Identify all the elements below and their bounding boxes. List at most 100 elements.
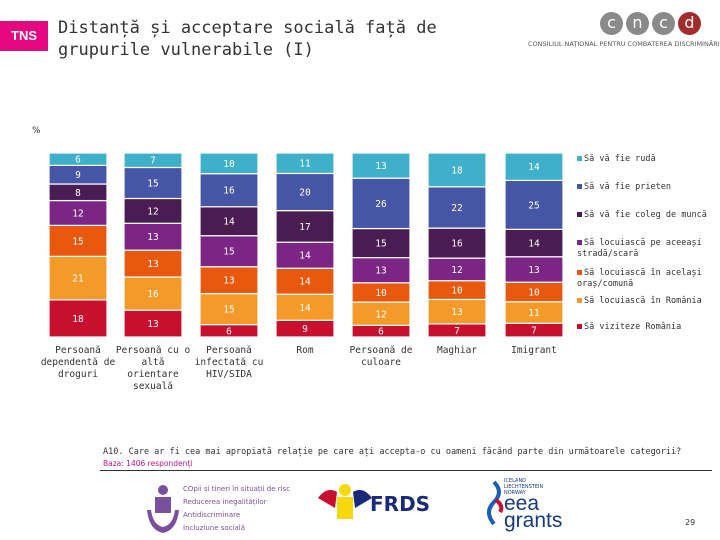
data-label: 13 (375, 161, 386, 172)
category-label: Persoană cu o altă orientare sexuală (115, 345, 191, 392)
legend-label: Să vă fie rudă (584, 154, 656, 164)
page-number: 29 (685, 518, 696, 527)
frds-figure-icon (318, 484, 372, 519)
cncd-letter: d (678, 12, 701, 35)
data-label: 14 (528, 162, 540, 173)
data-label: 16 (451, 239, 463, 250)
bar-segment (199, 292, 259, 326)
legend-item: Să locuiască în România (577, 296, 717, 307)
legend-label: Să vă fie prieten (584, 182, 671, 192)
data-label: 11 (299, 159, 311, 170)
question-text: A10. Care ar fi cea mai apropiată relați… (103, 447, 682, 457)
legend-item: Să viziteze România (577, 322, 717, 333)
data-label: 12 (72, 208, 83, 219)
bar-segment (351, 152, 411, 179)
bar-segment (275, 152, 335, 175)
data-label: 6 (75, 155, 81, 166)
eea-countries: ICELAND LIECHTENSTEIN NORWAY (504, 478, 544, 496)
data-label: 21 (72, 274, 84, 285)
tns-logo: TNS (0, 21, 48, 51)
legend-swatch (577, 156, 582, 161)
data-label: 13 (147, 232, 158, 243)
legend-swatch (577, 324, 582, 329)
bar-segment (275, 293, 335, 321)
bar-segment (504, 256, 564, 283)
bar-segment (351, 227, 411, 259)
data-label: 12 (451, 265, 462, 276)
data-label: 12 (147, 206, 158, 217)
legend-swatch (577, 240, 582, 245)
data-label: 9 (75, 170, 81, 181)
legend-label: Să locuiască în România (584, 296, 702, 306)
data-label: 15 (223, 305, 234, 316)
frds-logo: FRDS (370, 492, 431, 516)
eea-grants-logo: ICELAND LIECHTENSTEIN NORWAY eea grants (482, 478, 582, 534)
data-label: 20 (299, 188, 311, 199)
logo-line: Incluziune socială (183, 524, 246, 532)
bar-segment (199, 173, 259, 208)
bar-segment (199, 266, 259, 295)
bar-segment (427, 186, 487, 229)
data-label: 13 (528, 265, 539, 276)
data-label: 14 (299, 251, 311, 262)
bar-segment (48, 224, 108, 257)
hands-icon (147, 485, 179, 533)
legend-label: Să viziteze România (584, 322, 682, 332)
data-label: 26 (375, 199, 387, 210)
category-label: Persoană de culoare (349, 345, 413, 368)
data-label: 14 (223, 217, 235, 228)
cncd-letter: n (626, 12, 649, 35)
data-label: 6 (378, 327, 384, 338)
category-label: Imigrant (511, 345, 557, 356)
cncd-letter: c (652, 12, 675, 35)
data-label: 11 (528, 308, 540, 319)
data-label: 14 (528, 239, 540, 250)
cncd-logo-text: CONSILIUL NAȚIONAL PENTRU COMBATEREA DIS… (528, 40, 720, 48)
bar-segment (48, 199, 108, 226)
cncd-logo: c n c d (600, 12, 701, 35)
bar-segment (123, 197, 183, 224)
legend-label: Să vă fie coleg de muncă (584, 210, 707, 220)
bar-segment (427, 298, 487, 325)
legend-swatch (577, 270, 582, 275)
legend-item: Să vă fie rudă (577, 154, 717, 165)
data-label: 14 (299, 303, 311, 314)
data-label: 9 (302, 324, 308, 335)
data-label: 13 (375, 266, 386, 277)
data-label: 10 (223, 159, 235, 170)
bar-segment (504, 152, 564, 182)
category-label: Rom (296, 345, 314, 356)
eea-text: eea grants (504, 492, 563, 532)
legend-label: Să locuiască în același oraș/comună (577, 268, 702, 289)
legend-item: Să vă fie prieten (577, 182, 717, 193)
logo-line: Antidiscriminare (183, 511, 241, 519)
program-logo: COpii și tineri în situații de risc Redu… (145, 480, 325, 535)
legend-label: Să locuiască pe aceeași stradă/scară (577, 238, 702, 259)
data-label: 18 (72, 314, 84, 325)
legend-item: Să locuiască în același oraș/comună (577, 268, 717, 290)
bar-segment (199, 206, 259, 237)
page-title: Distanță și acceptare socială față de gr… (58, 18, 437, 60)
data-label: 10 (375, 288, 387, 299)
bar-segment (199, 152, 259, 175)
bar-segment (123, 152, 183, 169)
legend-swatch (577, 298, 582, 303)
data-label: 8 (75, 188, 81, 199)
data-label: 16 (147, 289, 159, 300)
data-label: 25 (528, 200, 539, 211)
data-label: 6 (226, 326, 232, 337)
bar-segment (48, 255, 108, 301)
base-text: Baza: 1406 respondenți (103, 459, 193, 468)
data-label: 13 (147, 259, 158, 270)
data-label: 10 (528, 287, 540, 298)
bar-segment (427, 152, 487, 188)
data-label: 17 (299, 222, 310, 233)
data-label: 14 (299, 277, 311, 288)
logo-line: COpii și tineri în situații de risc (183, 485, 291, 493)
bar-segment (504, 179, 564, 230)
data-label: 15 (72, 236, 83, 247)
data-label: 15 (147, 178, 158, 189)
bar-segment (123, 276, 183, 311)
eea-swirl-icon (487, 480, 504, 526)
